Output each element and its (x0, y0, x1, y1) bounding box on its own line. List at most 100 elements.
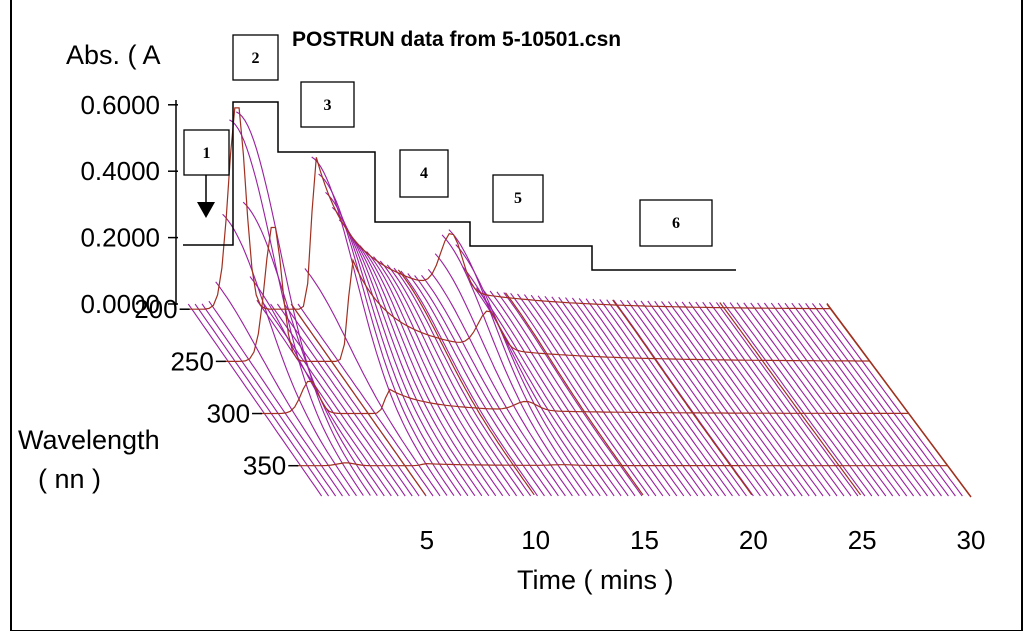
time-slice-trace (661, 301, 803, 497)
arrow-head-icon (197, 202, 215, 218)
time-slice-trace (757, 302, 901, 497)
time-slice-trace (393, 267, 532, 497)
time-slice-trace (427, 268, 566, 497)
y-tick-label: 0.0000 (80, 289, 160, 319)
time-slice-trace (818, 303, 963, 497)
time-slice-trace (715, 302, 859, 497)
time-grid-line (719, 302, 862, 496)
annotation-box-6 (639, 199, 713, 247)
wavelength-tick-label: 200 (134, 294, 177, 324)
time-slice-trace (359, 245, 497, 497)
time-slice-trace (503, 292, 643, 497)
wavelength-tick-label: 250 (170, 346, 213, 376)
time-slice-trace (379, 260, 518, 497)
time-slice-trace (338, 219, 476, 497)
time-slice-trace (798, 302, 942, 497)
surface-traces (187, 111, 963, 497)
time-slice-trace (571, 297, 713, 497)
chart-title: POSTRUN data from 5-10501.csn (292, 28, 621, 51)
time-slice-trace (667, 301, 810, 497)
wavelength-tick-label: 350 (243, 451, 286, 481)
time-slice-trace (722, 302, 866, 497)
time-slice-trace (578, 298, 720, 497)
time-slice-trace (386, 264, 525, 497)
time-grid-line (290, 303, 426, 496)
time-slice-trace (215, 281, 350, 497)
y-tick-label: 0.6000 (80, 90, 160, 120)
y-axis-ticks: 0.6000 0.4000 0.2000 0.0000 (80, 90, 178, 319)
time-slice-trace (702, 301, 845, 497)
time-tick-label: 5 (420, 525, 434, 555)
annotation-label-3: 3 (324, 97, 332, 114)
time-slice-trace (407, 273, 545, 497)
time-tick-label: 25 (848, 525, 877, 555)
time-slice-trace (606, 299, 747, 497)
annotation-boxes: 1 2 3 4 5 6 (183, 34, 713, 247)
time-slice-trace (674, 301, 817, 497)
time-slice-trace (297, 303, 434, 497)
time-slice-trace (537, 295, 678, 497)
time-slice-trace (414, 275, 552, 497)
time-slice-trace (208, 300, 343, 497)
time-slice-trace (647, 300, 789, 497)
time-slice-trace (599, 299, 740, 497)
time-slice-trace (613, 299, 754, 497)
time-grid-line (612, 299, 753, 496)
time-slice-trace (441, 234, 580, 497)
time-slice-trace (565, 297, 706, 497)
annotation-label-5: 5 (514, 190, 522, 207)
time-slice-trace (709, 301, 852, 497)
time-slice-trace (811, 303, 956, 497)
time-slice-trace (784, 302, 929, 497)
time-axis-ticks: 5 10 15 20 25 30 (420, 525, 986, 555)
y-axis-label: Abs. ( A (66, 40, 161, 70)
time-slice-trace (551, 296, 692, 497)
time-slice-trace (626, 300, 768, 497)
time-slice-trace (263, 303, 399, 497)
time-slice-trace (750, 302, 894, 497)
time-slice-trace (304, 268, 441, 497)
wavelength-grid-line (223, 226, 870, 362)
y-tick-label: 0.2000 (80, 223, 160, 253)
time-slice-trace (194, 303, 330, 497)
time-slice-trace (729, 302, 873, 497)
surface-edge (826, 303, 972, 498)
time-slice-trace (640, 300, 782, 497)
time-slice-trace (421, 274, 559, 497)
time-slice-trace (558, 296, 699, 497)
annotation-box-4 (399, 149, 449, 198)
time-slice-trace (805, 302, 949, 497)
time-slice-trace (201, 303, 337, 497)
time-slice-trace (654, 300, 796, 497)
grid-lines (187, 107, 972, 498)
time-slice-trace (345, 229, 483, 497)
time-slice-trace (523, 294, 664, 497)
time-slice-trace (763, 302, 908, 497)
annotation-label-6: 6 (672, 215, 680, 232)
time-slice-trace (544, 295, 685, 497)
time-slice-trace (222, 213, 357, 497)
time-axis-label: Time ( mins ) (517, 565, 674, 595)
time-slice-trace (242, 201, 378, 497)
time-slice-trace (619, 299, 761, 497)
time-slice-trace (352, 238, 490, 497)
time-grid-line (505, 292, 644, 496)
time-tick-label: 30 (957, 525, 986, 555)
time-slice-trace (743, 302, 887, 497)
time-slice-trace (530, 294, 671, 497)
time-slice-trace (681, 301, 824, 497)
time-slice-trace (283, 303, 420, 497)
time-slice-trace (496, 291, 636, 497)
wavelength-axis-label: Wavelength (18, 425, 160, 455)
wavelength-axis-unit: ( nn ) (38, 464, 101, 494)
time-slice-trace (229, 119, 364, 496)
time-grid-line (397, 269, 535, 496)
time-slice-trace (366, 251, 504, 497)
time-slice-trace (256, 299, 392, 497)
time-slice-trace (517, 293, 657, 497)
time-slice-trace (400, 270, 538, 497)
wavelength-axis-ticks: 200 250 300 350 (134, 294, 299, 481)
gradient-step-line (183, 101, 736, 271)
annotation-box-3 (300, 81, 355, 128)
